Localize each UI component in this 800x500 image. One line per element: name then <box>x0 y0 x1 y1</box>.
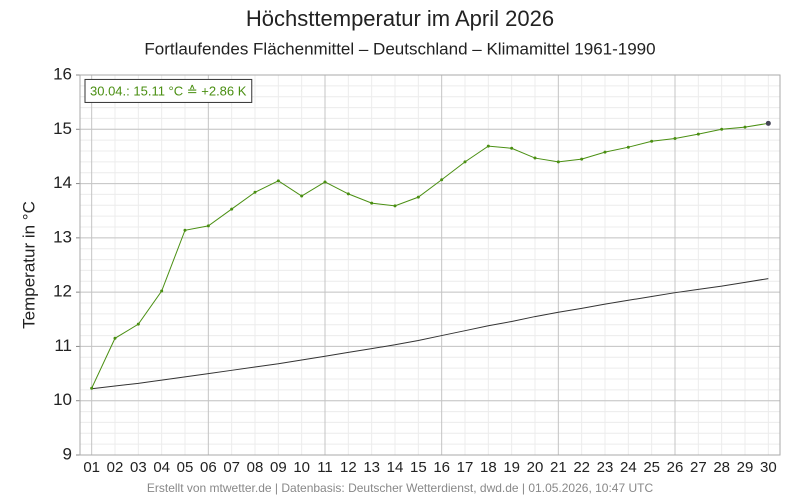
data-point <box>253 190 257 194</box>
data-point <box>603 150 607 154</box>
x-tick-label: 16 <box>433 459 450 476</box>
x-tick-label: 21 <box>550 459 567 476</box>
data-point <box>580 157 584 161</box>
y-tick-label: 10 <box>53 390 72 409</box>
x-tick-label: 19 <box>503 459 520 476</box>
annotation-frame <box>84 78 253 103</box>
data-point <box>626 145 630 149</box>
data-point <box>206 224 210 228</box>
y-tick-label: 16 <box>53 64 72 83</box>
x-tick-label: 13 <box>363 459 380 476</box>
x-tick-label: 25 <box>643 459 660 476</box>
x-tick-label: 18 <box>480 459 497 476</box>
x-tick-label: 15 <box>410 459 427 476</box>
data-point <box>136 322 140 326</box>
data-point <box>160 289 164 293</box>
x-tick-label: 06 <box>200 459 217 476</box>
x-tick-label: 17 <box>457 459 474 476</box>
data-point <box>113 336 117 340</box>
x-tick-label: 08 <box>247 459 264 476</box>
data-point <box>556 160 560 164</box>
data-point <box>743 125 747 129</box>
data-point <box>463 160 467 164</box>
x-tick-label: 10 <box>293 459 310 476</box>
x-tick-label: 11 <box>317 459 333 476</box>
footer: Erstellt von mtwetter.de | Datenbasis: D… <box>147 481 654 495</box>
annotation: 30.04.: 15.11 °C ≙ +2.86 K <box>90 83 247 98</box>
data-point <box>393 204 397 208</box>
data-point <box>765 120 771 126</box>
data-point <box>346 192 350 196</box>
data-point <box>230 207 234 211</box>
data-point <box>533 156 537 160</box>
y-tick-label: 11 <box>54 336 72 355</box>
data-point <box>486 144 490 148</box>
x-tick-label: 22 <box>573 459 590 476</box>
y-tick-label: 14 <box>53 173 72 192</box>
y-axis-label: Temperatur in °C <box>19 201 38 329</box>
plot-frame <box>79 74 781 456</box>
y-tick-label: 13 <box>53 227 72 246</box>
x-tick-label: 09 <box>270 459 287 476</box>
data-point <box>440 178 444 182</box>
data-point <box>696 132 700 136</box>
x-tick-label: 01 <box>83 459 100 476</box>
x-tick-label: 30 <box>760 459 777 476</box>
x-tick-label: 29 <box>737 459 754 476</box>
x-tick-label: 28 <box>713 459 730 476</box>
chart-title: Höchsttemperatur im April 2026 <box>246 6 554 31</box>
y-tick-label: 12 <box>53 282 72 301</box>
data-point <box>416 195 420 199</box>
data-point <box>300 194 304 198</box>
x-tick-label: 07 <box>223 459 240 476</box>
x-tick-label: 23 <box>597 459 614 476</box>
data-point <box>370 201 374 205</box>
data-point <box>650 139 654 143</box>
series-line <box>91 122 769 389</box>
x-tick-label: 14 <box>387 459 404 476</box>
x-tick-label: 02 <box>107 459 124 476</box>
x-tick-label: 24 <box>620 459 637 476</box>
x-tick-label: 04 <box>153 459 170 476</box>
data-point <box>90 386 94 390</box>
y-tick-label: 15 <box>53 119 72 138</box>
annotation-box: 30.04.: 15.11 °C ≙ +2.86 K <box>84 78 253 103</box>
chart-subtitle: Fortlaufendes Flächenmittel – Deutschlan… <box>144 39 655 58</box>
x-tick-label: 20 <box>527 459 544 476</box>
x-tick-label: 12 <box>340 459 357 476</box>
data-point <box>276 179 280 183</box>
series-line <box>91 278 769 390</box>
x-tick-label: 05 <box>177 459 194 476</box>
x-tick-label: 27 <box>690 459 707 476</box>
x-tick-label: 03 <box>130 459 147 476</box>
data-point <box>673 137 677 141</box>
x-tick-label: 26 <box>667 459 684 476</box>
data-point <box>183 228 187 232</box>
data-point <box>720 127 724 131</box>
data-point <box>510 146 514 150</box>
y-tick-label: 9 <box>63 444 72 463</box>
data-point <box>323 180 327 184</box>
